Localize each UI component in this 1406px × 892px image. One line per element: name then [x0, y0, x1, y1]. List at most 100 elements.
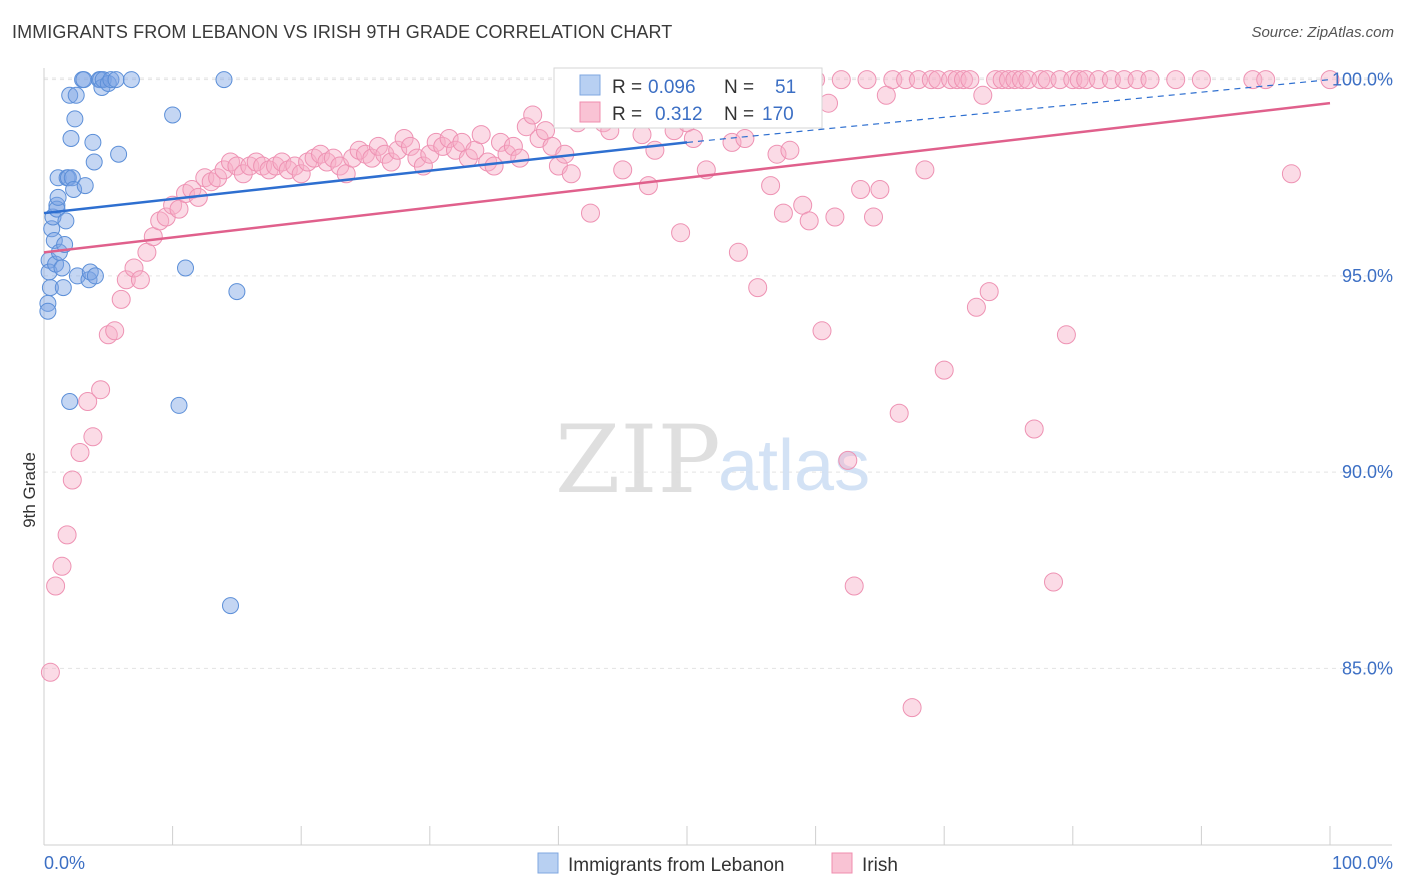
- point-lebanon-30: [76, 177, 94, 195]
- point-irish-170: [1256, 70, 1276, 90]
- point-lebanon-22: [62, 130, 80, 147]
- legend-r-irish: 0.312: [655, 104, 703, 125]
- point-irish-62: [439, 129, 459, 148]
- x-tick-label-0: 0.0%: [44, 853, 85, 873]
- point-irish-5: [70, 443, 90, 462]
- point-irish-142: [954, 70, 973, 90]
- point-irish-156: [1044, 572, 1063, 592]
- point-irish-150: [1005, 70, 1025, 90]
- legend-swatch-irish: [579, 101, 601, 123]
- point-lebanon-21: [61, 393, 79, 410]
- chart-title: IMMIGRANTS FROM LEBANON VS IRISH 9TH GRA…: [12, 22, 673, 42]
- bottom-legend-swatch-irish: [831, 852, 853, 874]
- legend-swatch-lebanon: [579, 74, 601, 96]
- point-irish-72: [503, 136, 523, 156]
- point-irish-110: [748, 278, 768, 298]
- x-tick-label-1: 100.0%: [1332, 853, 1393, 873]
- point-lebanon-34: [85, 153, 103, 171]
- point-irish-113: [767, 144, 787, 164]
- point-irish-47: [343, 148, 363, 168]
- point-lebanon-26: [67, 86, 85, 104]
- point-irish-29: [227, 156, 247, 176]
- point-irish-168: [1191, 70, 1211, 90]
- legend-n-lebanon: 51: [775, 77, 796, 98]
- point-irish-124: [838, 450, 858, 470]
- point-irish-122: [825, 207, 845, 227]
- point-lebanon-4: [41, 279, 59, 297]
- point-irish-114: [773, 203, 793, 223]
- point-irish-171: [1281, 164, 1301, 184]
- point-irish-56: [401, 136, 420, 156]
- point-lebanon-14: [53, 259, 71, 277]
- point-irish-151: [1011, 70, 1031, 90]
- point-irish-69: [484, 156, 504, 176]
- y-tick-label-2: 95.0%: [1342, 266, 1393, 286]
- point-irish-136: [915, 160, 935, 180]
- point-irish-4: [62, 470, 82, 490]
- point-irish-147: [986, 70, 1006, 90]
- point-irish-38: [285, 156, 305, 176]
- point-lebanon-45: [164, 106, 182, 124]
- point-irish-51: [368, 136, 388, 156]
- point-lebanon-20: [61, 86, 79, 104]
- point-irish-93: [638, 176, 658, 196]
- point-irish-98: [671, 223, 691, 243]
- watermark-atlas: atlas: [718, 426, 870, 506]
- point-lebanon-47: [177, 259, 194, 277]
- legend-r-label-irish: R =: [612, 104, 642, 125]
- trend-lebanon: [43, 141, 688, 215]
- point-irish-55: [394, 129, 414, 148]
- point-lebanon-17: [57, 212, 75, 230]
- point-irish-67: [471, 125, 491, 145]
- trend-irish: [43, 101, 1331, 254]
- point-lebanon-41: [102, 71, 120, 89]
- point-irish-61: [433, 136, 453, 156]
- point-irish-166: [1140, 70, 1160, 90]
- point-lebanon-50: [228, 283, 246, 301]
- point-irish-134: [902, 698, 922, 718]
- point-irish-137: [921, 70, 941, 90]
- point-irish-145: [973, 85, 993, 105]
- point-irish-128: [864, 207, 883, 227]
- point-lebanon-33: [84, 133, 102, 151]
- point-irish-140: [941, 70, 961, 90]
- point-irish-44: [323, 148, 343, 168]
- legend-n-irish: 170: [762, 104, 794, 125]
- point-irish-172: [1320, 70, 1340, 90]
- point-irish-36: [272, 152, 292, 172]
- point-lebanon-11: [49, 188, 67, 206]
- point-irish-123: [831, 70, 851, 90]
- point-irish-115: [780, 140, 800, 160]
- bottom-legend-swatch-lebanon: [537, 852, 559, 874]
- point-irish-53: [381, 152, 401, 172]
- point-irish-77: [536, 121, 555, 141]
- point-irish-162: [1089, 70, 1108, 90]
- point-irish-75: [523, 105, 543, 125]
- point-irish-144: [966, 297, 986, 317]
- legend-r-lebanon: 0.096: [648, 77, 696, 98]
- point-irish-11: [111, 289, 131, 309]
- point-irish-81: [561, 164, 581, 184]
- point-irish-169: [1243, 70, 1263, 90]
- point-irish-133: [896, 70, 916, 90]
- y-tick-labels: 85.0% 90.0% 95.0% 100.0%: [1332, 70, 1393, 679]
- point-irish-94: [645, 140, 665, 160]
- point-irish-30: [233, 164, 253, 184]
- point-irish-159: [1063, 70, 1083, 90]
- point-irish-167: [1166, 70, 1186, 90]
- bottom-legend: Immigrants from Lebanon Irish: [537, 852, 898, 876]
- point-irish-100: [683, 129, 703, 148]
- y-axis-title: 9th Grade: [20, 452, 39, 528]
- point-irish-7: [83, 427, 103, 447]
- point-irish-13: [124, 258, 144, 278]
- point-irish-70: [491, 132, 510, 152]
- trend-lebanon-extension: [686, 79, 1331, 144]
- point-irish-6: [78, 392, 98, 411]
- point-irish-108: [735, 129, 755, 148]
- y-tick-label-3: 100.0%: [1332, 70, 1393, 90]
- point-irish-164: [1114, 70, 1134, 90]
- chart-source: Source: ZipAtlas.com: [1251, 24, 1394, 41]
- point-irish-84: [581, 203, 600, 223]
- point-lebanon-29: [75, 71, 93, 89]
